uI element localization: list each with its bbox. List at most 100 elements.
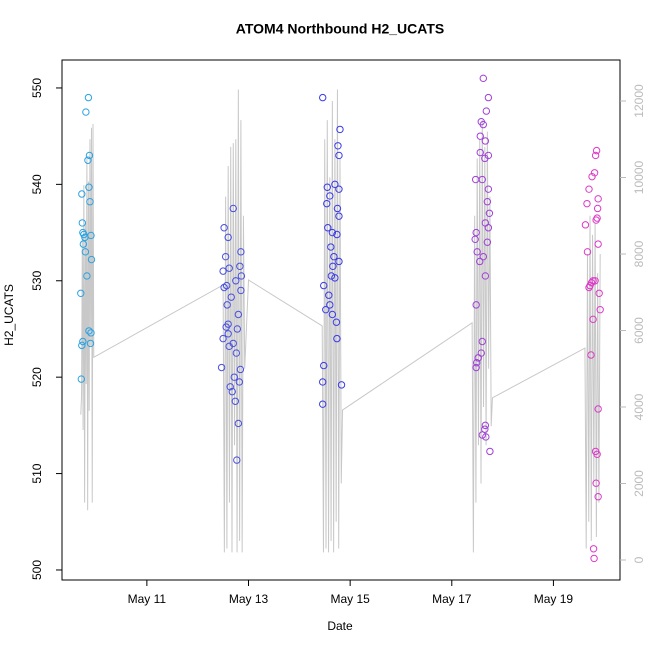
point (332, 318, 341, 326)
point (79, 337, 87, 346)
point (224, 330, 232, 338)
point (594, 405, 602, 413)
point (225, 342, 233, 351)
point (333, 334, 341, 343)
point (472, 363, 480, 372)
point (591, 151, 600, 160)
point (592, 146, 601, 155)
point (226, 383, 234, 391)
point (583, 248, 592, 256)
point (84, 93, 93, 102)
point (219, 267, 227, 275)
point (592, 216, 600, 224)
y-tick-label: 520 (30, 367, 44, 387)
y2-tick-label: 10000 (632, 160, 646, 194)
point (479, 120, 487, 129)
point (319, 93, 327, 102)
point (77, 375, 86, 383)
point (234, 310, 243, 319)
point (594, 240, 602, 248)
point (478, 175, 486, 184)
point (220, 224, 228, 232)
x-tick-label: May 15 (330, 592, 370, 606)
point (323, 183, 331, 191)
point (78, 190, 86, 198)
point (320, 281, 328, 290)
point (336, 125, 344, 134)
point (479, 252, 487, 261)
x-axis-label: Date (327, 619, 353, 633)
point (331, 180, 339, 189)
point (481, 421, 490, 430)
point (228, 387, 236, 396)
point (594, 195, 602, 203)
point (237, 272, 246, 280)
chart-title: ATOM4 Northbound H2_UCATS (236, 21, 444, 37)
point (593, 204, 602, 213)
point (217, 363, 226, 372)
point (484, 93, 493, 102)
point (87, 255, 96, 264)
point (481, 272, 490, 280)
point (337, 381, 346, 389)
y-tick-label: 550 (30, 78, 44, 98)
x-tick-label: May 17 (432, 592, 472, 606)
point (329, 262, 337, 271)
point (484, 224, 493, 232)
point (220, 283, 228, 292)
point (333, 204, 342, 213)
point (85, 151, 94, 160)
point (79, 240, 88, 248)
point (222, 323, 230, 331)
point (86, 198, 94, 206)
point (483, 238, 492, 246)
point (479, 74, 487, 83)
point (224, 233, 232, 242)
point (472, 359, 481, 367)
y2-tick-label: 8000 (632, 240, 646, 267)
point (476, 257, 484, 266)
point (78, 219, 87, 227)
point (77, 289, 85, 297)
point (478, 337, 486, 346)
point (483, 198, 492, 206)
point (326, 192, 334, 200)
point (474, 354, 482, 362)
point (593, 450, 601, 458)
point (82, 108, 90, 116)
point (84, 156, 92, 164)
y2-tick-label: 0 (632, 556, 646, 563)
point (481, 137, 490, 145)
point (327, 243, 335, 251)
point (231, 397, 239, 405)
y-tick-label: 500 (30, 560, 44, 580)
point (473, 248, 481, 256)
point (585, 283, 593, 292)
point (471, 235, 479, 244)
point (83, 272, 91, 280)
x-tick-label: May 11 (128, 592, 167, 606)
x-tick-label: May 19 (534, 592, 574, 606)
point (486, 447, 494, 456)
point (219, 334, 227, 343)
point (589, 315, 597, 324)
point (595, 289, 603, 297)
point (227, 293, 235, 301)
point (589, 545, 598, 553)
point (233, 456, 241, 464)
point (478, 431, 486, 439)
point (229, 204, 237, 213)
y-tick-label: 510 (30, 463, 44, 483)
point (476, 148, 484, 157)
point (581, 221, 590, 229)
point (481, 154, 489, 163)
point (225, 264, 233, 272)
point (590, 169, 599, 177)
y-tick-label: 530 (30, 270, 44, 290)
point (323, 199, 331, 208)
point (335, 185, 343, 193)
point (328, 228, 337, 237)
point (85, 327, 93, 335)
point (319, 400, 327, 408)
